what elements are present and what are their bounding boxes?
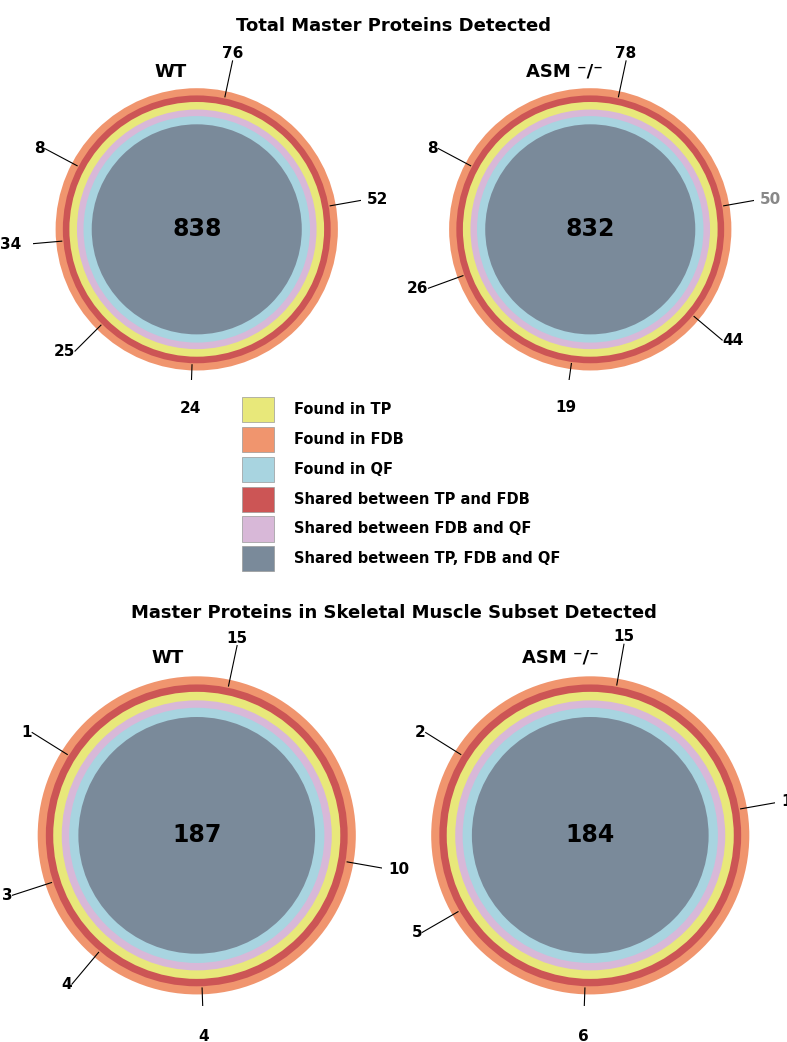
Text: Master Proteins in Skeletal Muscle Subset Detected: Master Proteins in Skeletal Muscle Subse… [131,604,656,622]
Bar [242,517,275,542]
Text: WT: WT [154,63,187,81]
Circle shape [63,96,331,364]
Circle shape [449,89,731,371]
Circle shape [447,692,733,978]
Text: 8: 8 [34,141,45,156]
Circle shape [38,676,356,994]
Circle shape [431,676,749,994]
Text: 15: 15 [613,629,634,644]
Text: 25: 25 [54,344,75,358]
Bar [242,397,275,422]
Text: 832: 832 [566,218,615,242]
Text: Found in TP: Found in TP [294,402,391,417]
Circle shape [92,124,301,334]
Circle shape [46,685,348,987]
Text: 3: 3 [2,888,12,902]
Text: 2: 2 [415,725,426,740]
Text: 15: 15 [227,630,248,646]
Text: 4: 4 [61,976,72,992]
Text: 26: 26 [407,280,428,296]
Circle shape [455,700,726,970]
Text: 24: 24 [180,401,201,417]
Circle shape [83,116,310,343]
Circle shape [456,96,724,364]
Circle shape [77,109,316,349]
Text: 1: 1 [22,725,32,740]
Circle shape [69,708,324,963]
Text: ASM ⁻/⁻: ASM ⁻/⁻ [526,63,602,81]
Text: ASM ⁻/⁻: ASM ⁻/⁻ [523,649,599,667]
Text: 184: 184 [566,823,615,847]
Text: Shared between FDB and QF: Shared between FDB and QF [294,521,531,537]
Text: 76: 76 [222,46,243,60]
Circle shape [61,700,332,970]
Text: 14: 14 [781,794,787,810]
Text: 5: 5 [412,925,422,940]
Text: 4: 4 [198,1029,209,1042]
Text: 6: 6 [578,1029,589,1042]
Text: Shared between TP and FDB: Shared between TP and FDB [294,492,530,506]
Text: 8: 8 [427,141,438,156]
Text: 19: 19 [556,400,577,415]
Text: 187: 187 [172,823,221,847]
Bar [242,487,275,512]
Text: Shared between TP, FDB and QF: Shared between TP, FDB and QF [294,551,560,567]
Text: WT: WT [151,649,183,667]
Text: 78: 78 [615,46,637,60]
Bar [242,456,275,481]
Bar [242,546,275,571]
Circle shape [486,124,695,334]
Circle shape [54,692,340,978]
Text: 50: 50 [759,192,781,207]
Bar [242,427,275,452]
Circle shape [472,717,708,953]
Text: 52: 52 [366,192,388,207]
Text: 44: 44 [722,332,744,348]
Text: 10: 10 [388,862,409,876]
Circle shape [439,685,741,987]
Circle shape [463,708,718,963]
Circle shape [56,89,338,371]
Circle shape [477,116,704,343]
Circle shape [463,102,718,356]
Text: 34: 34 [0,238,21,252]
Text: Total Master Proteins Detected: Total Master Proteins Detected [236,18,551,35]
Text: Found in FDB: Found in FDB [294,431,404,447]
Text: 838: 838 [172,218,221,242]
Circle shape [69,102,324,356]
Circle shape [79,717,315,953]
Circle shape [471,109,710,349]
Text: Found in QF: Found in QF [294,462,393,476]
